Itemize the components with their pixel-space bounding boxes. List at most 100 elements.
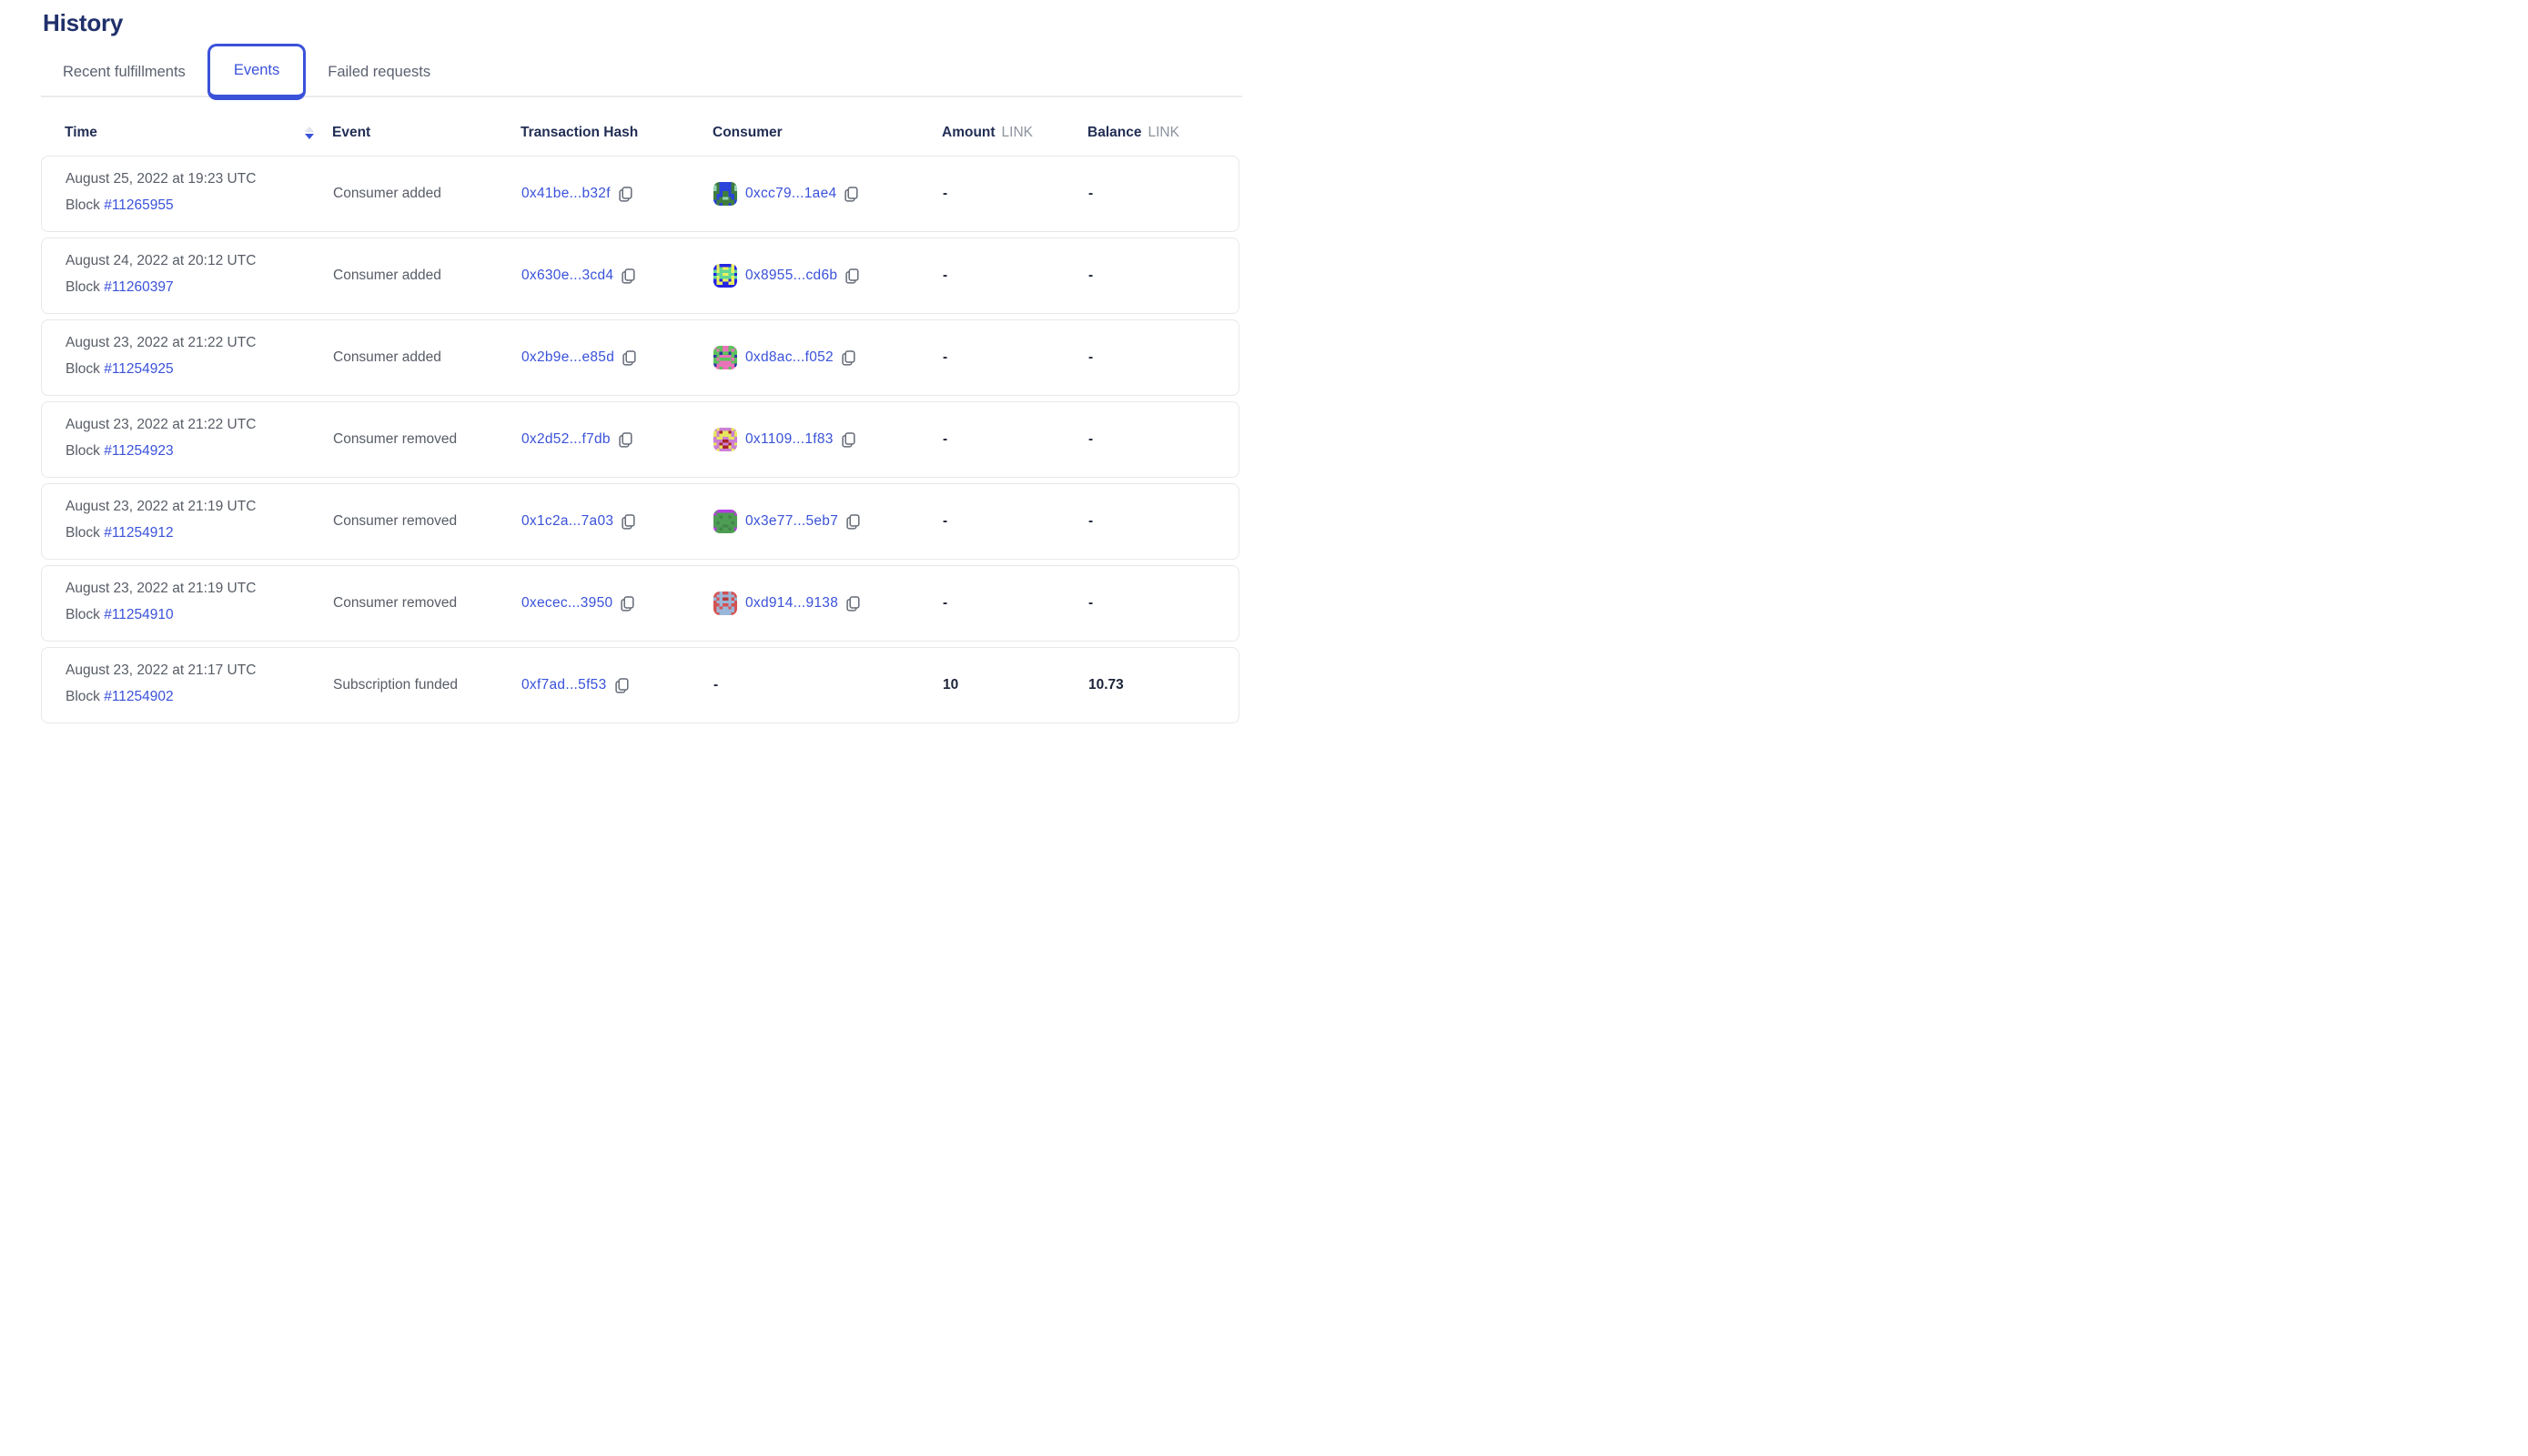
block-label: Block [66, 443, 100, 459]
copy-consumer-button[interactable] [846, 595, 860, 612]
transaction-hash-link[interactable]: 0x2d52...f7db [521, 431, 611, 447]
history-page: History Recent fulfillments Events Faile… [0, 9, 1264, 737]
row-consumer-cell: 0x1109...1f83 0x1109...1f83 [713, 428, 943, 451]
row-date: August 24, 2022 at 20:12 UTC [66, 253, 257, 268]
row-transaction-hash-cell: 0x1c2a...7a03 [521, 513, 713, 530]
tab-failed-requests[interactable]: Failed requests [328, 63, 431, 80]
copy-icon [619, 186, 632, 202]
row-date: August 23, 2022 at 21:17 UTC [66, 662, 257, 678]
block-number-link[interactable]: #11254910 [104, 607, 174, 622]
event-row: August 25, 2022 at 19:23 UTC Block #1126… [41, 156, 1239, 232]
block-number-link[interactable]: #11254902 [104, 689, 174, 704]
consumer-avatar [713, 592, 737, 615]
copy-tx-hash-button[interactable] [622, 268, 635, 284]
row-amount: 10 [943, 677, 959, 693]
consumer-address-link[interactable]: 0xcc79...1ae4 [745, 186, 837, 201]
copy-tx-hash-button[interactable] [621, 595, 634, 612]
event-row: August 23, 2022 at 21:19 UTC Block #1125… [41, 483, 1239, 560]
copy-tx-hash-button[interactable] [619, 186, 632, 202]
copy-consumer-button[interactable] [842, 431, 855, 448]
transaction-hash-link[interactable]: 0xf7ad...5f53 [521, 677, 607, 693]
copy-tx-hash-button[interactable] [619, 431, 632, 448]
copy-consumer-button[interactable] [844, 186, 858, 202]
transaction-hash-link[interactable]: 0xecec...3950 [521, 595, 613, 611]
block-label: Block [66, 361, 100, 377]
copy-icon [842, 431, 855, 448]
row-event: Consumer added [333, 268, 441, 283]
sort-down-icon [305, 134, 314, 139]
consumer-address-link[interactable]: 0x1109...1f83 [745, 431, 834, 447]
row-date: August 25, 2022 at 19:23 UTC [66, 171, 257, 187]
page-title: History [43, 9, 124, 36]
row-block-line: Block #11254912 [66, 525, 333, 541]
row-amount: - [943, 595, 948, 611]
consumer-avatar [713, 346, 737, 369]
tab-recent-fulfillments[interactable]: Recent fulfillments [63, 63, 186, 80]
history-tabs: Recent fulfillments Events Failed reques… [41, 41, 1242, 103]
row-event: Consumer removed [333, 513, 458, 529]
block-number-link[interactable]: #11254923 [104, 443, 174, 459]
block-label: Block [66, 279, 100, 295]
copy-icon [621, 595, 634, 612]
block-number-link[interactable]: #11260397 [104, 279, 174, 295]
copy-tx-hash-button[interactable] [614, 677, 629, 693]
row-transaction-hash-cell: 0x2d52...f7db [521, 431, 713, 448]
column-header-balance: Balance LINK [1087, 125, 1239, 141]
copy-consumer-button[interactable] [845, 268, 859, 284]
row-date: August 23, 2022 at 21:22 UTC [66, 335, 257, 350]
event-row: August 23, 2022 at 21:22 UTC Block #1125… [41, 319, 1239, 396]
consumer-address-link[interactable]: 0xd914...9138 [745, 595, 839, 611]
consumer-address-link[interactable]: 0x8955...cd6b [745, 268, 838, 283]
row-block-line: Block #11254902 [66, 689, 333, 705]
row-time-cell: August 23, 2022 at 21:22 UTC Block #1125… [66, 320, 333, 378]
column-header-transaction-hash: Transaction Hash [521, 125, 639, 140]
consumer-avatar [713, 182, 737, 206]
row-event: Consumer added [333, 349, 441, 365]
copy-icon [846, 595, 860, 612]
row-block-line: Block #11254910 [66, 607, 333, 623]
row-time-cell: August 23, 2022 at 21:19 UTC Block #1125… [66, 566, 333, 623]
row-balance: 10.73 [1088, 677, 1124, 693]
block-label: Block [66, 607, 100, 622]
row-event: Consumer added [333, 186, 441, 201]
consumer-address-link[interactable]: 0xd8ac...f052 [745, 349, 834, 365]
copy-icon [622, 268, 635, 284]
block-label: Block [66, 197, 100, 213]
column-header-event: Event [332, 125, 371, 140]
consumer-empty-dash: - [713, 677, 719, 693]
row-block-line: Block #11260397 [66, 279, 333, 296]
row-balance: - [1088, 349, 1094, 365]
consumer-address-link[interactable]: 0x3e77...5eb7 [745, 513, 839, 529]
copy-icon [619, 431, 632, 448]
sort-up-icon [305, 126, 314, 132]
copy-tx-hash-button[interactable] [622, 513, 635, 530]
row-time-cell: August 23, 2022 at 21:19 UTC Block #1125… [66, 484, 333, 541]
row-time-cell: August 24, 2022 at 20:12 UTC Block #1126… [66, 238, 333, 296]
transaction-hash-link[interactable]: 0x2b9e...e85d [521, 349, 615, 365]
row-balance: - [1088, 595, 1094, 611]
transaction-hash-link[interactable]: 0x630e...3cd4 [521, 268, 614, 283]
block-number-link[interactable]: #11254912 [104, 525, 174, 541]
row-date: August 23, 2022 at 21:22 UTC [66, 417, 257, 432]
sort-icon[interactable] [305, 126, 314, 139]
copy-consumer-button[interactable] [846, 513, 860, 530]
tab-events[interactable]: Events [207, 44, 307, 100]
row-consumer-cell: 0xd914...9138 0xd914...9138 [713, 592, 943, 615]
block-label: Block [66, 689, 100, 704]
copy-tx-hash-button[interactable] [622, 349, 636, 366]
row-block-line: Block #11254925 [66, 361, 333, 378]
row-amount: - [943, 268, 948, 283]
copy-consumer-button[interactable] [842, 349, 855, 366]
column-header-time[interactable]: Time [65, 125, 332, 141]
block-number-link[interactable]: #11254925 [104, 361, 174, 377]
column-header-amount-unit: LINK [1001, 125, 1034, 140]
column-header-amount: Amount LINK [942, 125, 1087, 141]
transaction-hash-link[interactable]: 0x41be...b32f [521, 186, 611, 201]
transaction-hash-link[interactable]: 0x1c2a...7a03 [521, 513, 614, 529]
row-date: August 23, 2022 at 21:19 UTC [66, 499, 257, 514]
row-transaction-hash-cell: 0x41be...b32f [521, 186, 713, 202]
block-number-link[interactable]: #11265955 [104, 197, 174, 213]
row-consumer-cell: 0xcc79...1ae4 0xcc79...1ae4 [713, 182, 943, 206]
event-row: August 23, 2022 at 21:17 UTC Block #1125… [41, 647, 1239, 723]
copy-icon [842, 349, 855, 366]
